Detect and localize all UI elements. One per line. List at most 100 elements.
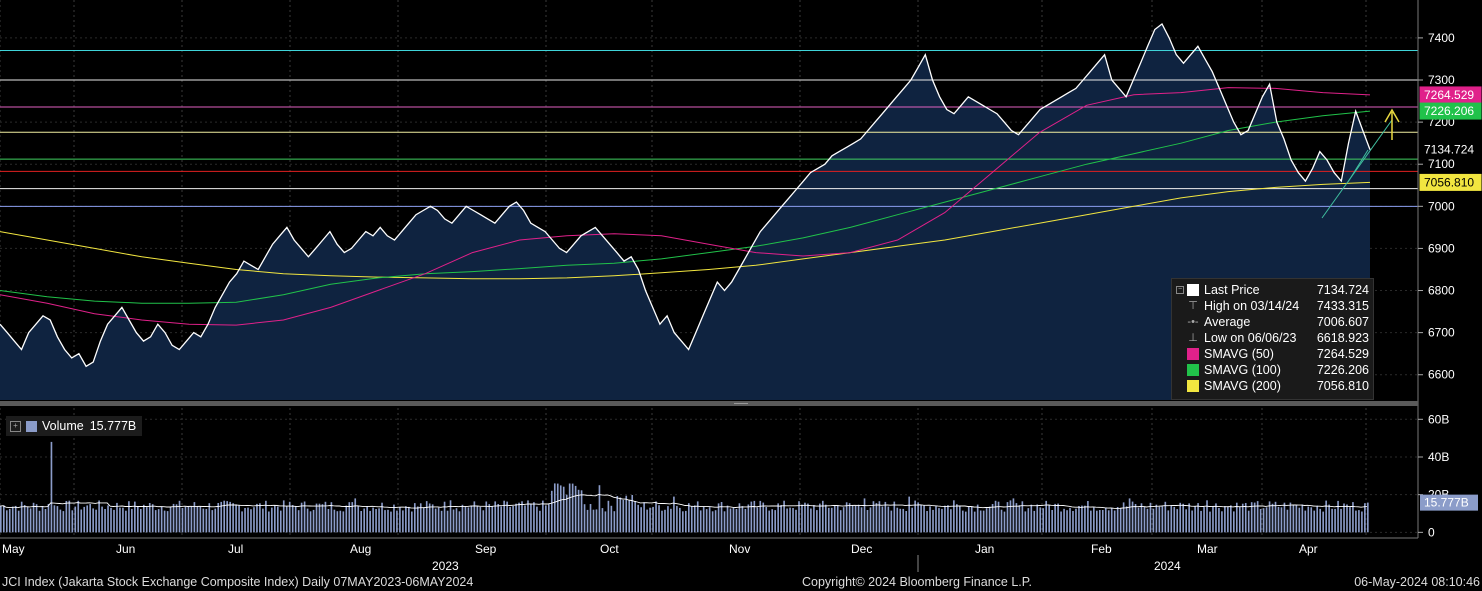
volume-bar xyxy=(1152,508,1155,533)
volume-bar xyxy=(574,485,577,533)
volume-bar xyxy=(104,509,106,533)
volume-bar xyxy=(875,503,878,533)
volume-bar xyxy=(1227,506,1229,533)
volume-bar xyxy=(637,504,639,533)
legend-last-price[interactable]: − Last Price 7134.724 xyxy=(1176,282,1369,298)
volume-bar xyxy=(1113,510,1116,533)
volume-bar xyxy=(488,504,491,533)
volume-bar xyxy=(113,509,115,533)
volume-bar xyxy=(1247,510,1250,533)
volume-bar xyxy=(336,511,339,533)
volume-bar xyxy=(1277,506,1280,533)
volume-bar xyxy=(842,507,845,533)
volume-bar xyxy=(208,503,211,533)
volume-bar xyxy=(1280,507,1283,533)
volume-bar xyxy=(827,507,830,533)
low-marker-icon: ⊥ xyxy=(1188,332,1198,344)
volume-bar xyxy=(1313,510,1316,533)
volume-bar xyxy=(187,506,190,533)
legend-sma100[interactable]: SMAVG (100) 7226.206 xyxy=(1176,362,1369,378)
volume-bar xyxy=(297,510,300,533)
volume-bar xyxy=(565,494,568,533)
volume-bar xyxy=(29,508,32,533)
legend-label: SMAVG (50) xyxy=(1204,347,1274,361)
volume-bar xyxy=(163,510,166,533)
volume-bar xyxy=(1063,508,1065,533)
volume-bar xyxy=(375,509,377,533)
volume-bar xyxy=(437,507,440,533)
volume-bar xyxy=(110,507,112,533)
legend-high[interactable]: ⊤ High on 03/14/24 7433.315 xyxy=(1176,298,1369,314)
collapse-icon[interactable]: − xyxy=(1176,286,1184,294)
volume-bar xyxy=(62,511,65,533)
volume-bar xyxy=(83,506,86,533)
legend-value: 7264.529 xyxy=(1316,347,1369,361)
volume-bar xyxy=(1098,510,1101,533)
legend-low[interactable]: ⊥ Low on 06/06/23 6618.923 xyxy=(1176,330,1369,346)
month-label: Apr xyxy=(1299,542,1318,556)
volume-bar xyxy=(854,505,857,533)
volume-bar xyxy=(422,507,425,533)
volume-bar xyxy=(1176,509,1179,533)
legend-label: Average xyxy=(1204,315,1251,329)
volume-bar xyxy=(598,485,601,533)
volume-bar xyxy=(315,503,318,533)
volume-bar xyxy=(324,501,327,533)
volume-bar xyxy=(157,509,160,533)
volume-legend-value: 15.777B xyxy=(89,419,137,433)
volume-bar xyxy=(68,500,71,533)
month-label: Dec xyxy=(851,542,872,556)
volume-bar xyxy=(223,500,226,533)
volume-bar xyxy=(65,501,68,533)
volume-bar xyxy=(378,508,380,533)
legend-average[interactable]: -•- Average 7006.607 xyxy=(1176,314,1369,330)
volume-bar xyxy=(41,506,44,533)
price-line xyxy=(0,23,1371,368)
volume-bar xyxy=(1143,506,1146,533)
volume-bar xyxy=(1238,506,1241,533)
volume-bar xyxy=(175,504,178,533)
volume-bar xyxy=(893,501,896,533)
volume-legend[interactable]: + Volume 15.777B xyxy=(6,416,143,436)
volume-bar xyxy=(795,509,797,533)
volume-bar xyxy=(413,503,416,533)
volume-bar xyxy=(708,507,711,533)
volume-bar xyxy=(416,506,419,533)
horizontal-levels xyxy=(0,50,1418,207)
volume-bar xyxy=(339,510,342,533)
volume-bar xyxy=(497,504,500,533)
volume-bar xyxy=(950,509,952,533)
volume-bar xyxy=(917,502,919,533)
volume-bar xyxy=(956,504,958,533)
volume-bar xyxy=(586,509,589,533)
month-label: Aug xyxy=(350,542,371,556)
volume-bar xyxy=(705,509,708,533)
volume-bar xyxy=(738,503,741,533)
month-label: Mar xyxy=(1197,542,1218,556)
volume-bar xyxy=(687,503,690,533)
volume-bar xyxy=(1081,505,1083,533)
expand-icon[interactable]: + xyxy=(10,420,21,432)
volume-bar xyxy=(771,509,774,533)
legend-sma200[interactable]: SMAVG (200) 7056.810 xyxy=(1176,378,1369,394)
volume-bar xyxy=(822,500,824,533)
legend-value: 7006.607 xyxy=(1316,315,1369,329)
volume-bar xyxy=(5,510,8,533)
volume-bar xyxy=(271,507,273,533)
legend-sma50[interactable]: SMAVG (50) 7264.529 xyxy=(1176,346,1369,362)
volume-bar xyxy=(229,501,231,533)
volume-bar xyxy=(485,501,488,533)
volume-bar xyxy=(1230,505,1232,533)
volume-bar xyxy=(71,510,74,533)
month-label: Oct xyxy=(600,542,619,556)
volume-bar xyxy=(59,509,62,533)
volume-bar xyxy=(1206,500,1208,533)
volume-bar xyxy=(929,506,931,533)
volume-bar xyxy=(288,501,291,533)
price-area-fill xyxy=(0,24,1370,400)
volume-bar xyxy=(914,500,916,533)
volume-bar xyxy=(1173,506,1176,533)
volume-bar xyxy=(345,505,348,533)
volume-bar xyxy=(1155,504,1158,533)
volume-bar xyxy=(482,510,485,533)
